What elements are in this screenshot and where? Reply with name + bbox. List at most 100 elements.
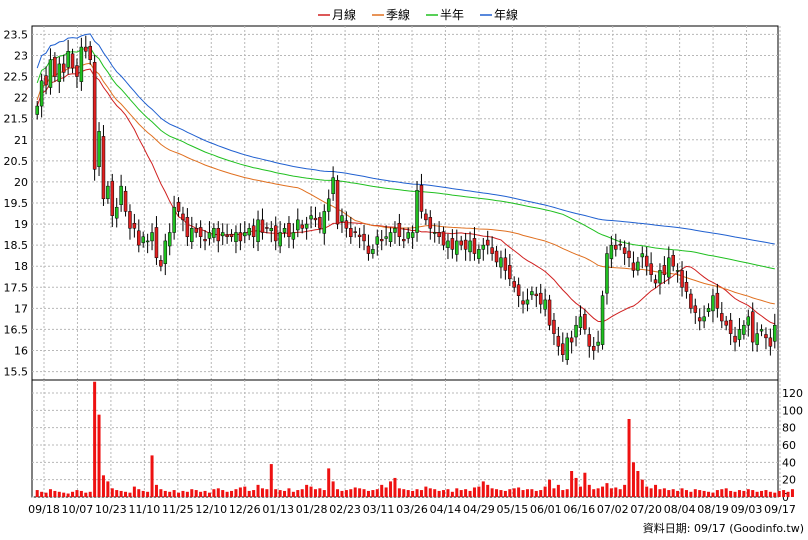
volume-bar bbox=[649, 488, 653, 497]
candle-body bbox=[733, 335, 737, 343]
volume-tick-label: 20 bbox=[782, 474, 796, 487]
legend: 月線 季線 半年 年線 bbox=[318, 7, 518, 22]
candle-body bbox=[410, 232, 415, 238]
volume-bar bbox=[115, 490, 119, 497]
x-tick-label: 12/26 bbox=[229, 503, 261, 516]
candle-body bbox=[282, 228, 287, 233]
candle-body bbox=[441, 231, 446, 246]
volume-bar bbox=[729, 490, 733, 497]
candle-body bbox=[340, 215, 344, 222]
candle-body bbox=[512, 281, 516, 288]
volume-bar bbox=[238, 487, 242, 497]
candle-body bbox=[97, 131, 101, 168]
candle-body bbox=[172, 206, 176, 233]
candle-body bbox=[702, 316, 706, 322]
x-tick-label: 07/02 bbox=[597, 503, 629, 516]
candle-body bbox=[379, 238, 384, 242]
volume-tick-label: 100 bbox=[782, 404, 803, 417]
volume-bar bbox=[274, 489, 278, 497]
price-tick-label: 21 bbox=[14, 134, 28, 147]
volume-bar bbox=[243, 486, 247, 497]
volume-bar bbox=[556, 484, 560, 497]
x-tick-label: 01/28 bbox=[296, 503, 328, 516]
candle-body bbox=[84, 46, 88, 52]
candle-body bbox=[256, 219, 260, 243]
volume-bar bbox=[371, 490, 375, 497]
volume-bar bbox=[508, 489, 512, 497]
volume-bar bbox=[503, 490, 507, 497]
legend-label: 年線 bbox=[494, 7, 518, 22]
candle-body bbox=[538, 292, 543, 305]
candle-body bbox=[437, 232, 441, 237]
price-tick-label: 16 bbox=[14, 345, 28, 358]
volume-bar bbox=[530, 489, 534, 497]
volume-bar bbox=[185, 491, 189, 497]
candle-body bbox=[530, 291, 534, 296]
volume-bar bbox=[415, 489, 419, 497]
volume-bar bbox=[40, 491, 44, 497]
volume-bar bbox=[402, 489, 406, 497]
candle-body bbox=[353, 231, 357, 233]
candle-body bbox=[649, 263, 653, 275]
candle-body bbox=[547, 299, 552, 326]
candlesticks bbox=[35, 35, 777, 365]
volume-bar bbox=[79, 490, 83, 497]
candle-body bbox=[711, 295, 715, 312]
candle-body bbox=[44, 75, 48, 86]
candle-body bbox=[759, 329, 764, 332]
volume-bar bbox=[419, 490, 423, 497]
volume-bar bbox=[57, 491, 61, 497]
volume-bar bbox=[128, 492, 132, 497]
volume-bar bbox=[433, 489, 437, 497]
candle-body bbox=[543, 299, 547, 310]
candle-body bbox=[516, 284, 521, 296]
candle-body bbox=[552, 319, 556, 334]
price-tick-label: 20 bbox=[14, 176, 28, 189]
candle-body bbox=[114, 206, 119, 219]
volume-bar bbox=[327, 468, 331, 497]
candle-body bbox=[39, 80, 44, 107]
candle-body bbox=[481, 244, 486, 250]
volume-bar bbox=[464, 489, 468, 497]
volume-bar bbox=[159, 489, 163, 497]
candle-body bbox=[578, 316, 583, 328]
date-x-axis: 09/18 10/07 10/23 11/10 11/25 12/10 12/26 01/13… bbox=[28, 503, 796, 516]
candle-body bbox=[636, 261, 640, 271]
candle-body bbox=[614, 244, 618, 250]
candle-body bbox=[472, 238, 477, 254]
volume-bar bbox=[486, 484, 490, 497]
volume-bar bbox=[477, 486, 481, 497]
candle-body bbox=[627, 250, 631, 259]
volume-bar bbox=[424, 486, 428, 497]
candle-body bbox=[128, 211, 132, 229]
candle-body bbox=[485, 239, 490, 246]
candle-body bbox=[92, 61, 97, 170]
candle-body bbox=[455, 240, 459, 255]
volume-bar bbox=[177, 492, 181, 497]
candle-body bbox=[653, 279, 658, 284]
volume-bar bbox=[313, 489, 317, 497]
candle-body bbox=[706, 308, 711, 312]
volume-bar bbox=[481, 481, 485, 497]
volume-bar bbox=[733, 491, 737, 497]
candle-body bbox=[88, 45, 92, 60]
volume-bar bbox=[618, 489, 622, 497]
candle-body bbox=[494, 250, 499, 263]
volume-bar bbox=[636, 471, 640, 497]
x-tick-label: 05/15 bbox=[497, 503, 529, 516]
x-tick-label: 12/10 bbox=[195, 503, 227, 516]
candle-body bbox=[322, 211, 327, 234]
volume-y-axis: 120 100 80 60 40 20 0 bbox=[782, 387, 803, 504]
volume-bar bbox=[468, 490, 472, 497]
price-tick-label: 23 bbox=[14, 50, 28, 63]
candle-body bbox=[150, 232, 154, 242]
volume-bar bbox=[309, 486, 313, 497]
volume-bar bbox=[287, 488, 291, 497]
volume-bar bbox=[437, 490, 441, 497]
candle-body bbox=[167, 232, 172, 247]
volume-bar bbox=[150, 455, 154, 497]
x-tick-label: 10/23 bbox=[95, 503, 127, 516]
volume-bar bbox=[207, 492, 211, 497]
volume-bar bbox=[389, 481, 393, 497]
